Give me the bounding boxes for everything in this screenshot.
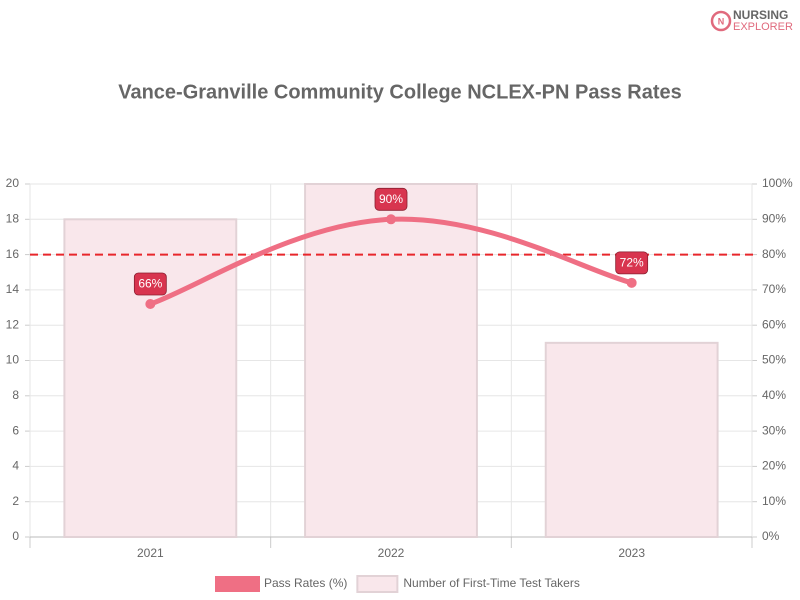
line-point bbox=[145, 299, 156, 310]
y2-tick-label: 100% bbox=[762, 176, 793, 190]
y-tick-label: 20 bbox=[6, 176, 20, 190]
x-tick-label: 2022 bbox=[378, 546, 405, 560]
value-label: 66% bbox=[138, 277, 162, 291]
x-tick-label: 2021 bbox=[137, 546, 164, 560]
y-tick-label: 18 bbox=[6, 211, 20, 225]
logo-text: EXPLORER bbox=[733, 21, 793, 33]
legend-label: Number of First-Time Test Takers bbox=[403, 576, 579, 590]
y2-tick-label: 30% bbox=[762, 423, 786, 437]
y2-tick-label: 40% bbox=[762, 388, 786, 402]
logo-icon bbox=[710, 10, 732, 32]
y-tick-label: 2 bbox=[12, 494, 19, 508]
y2-tick-label: 0% bbox=[762, 529, 780, 543]
y-tick-label: 4 bbox=[12, 459, 19, 473]
y-tick-label: 14 bbox=[6, 282, 20, 296]
y-tick-label: 0 bbox=[12, 529, 19, 543]
y-tick-label: 10 bbox=[6, 353, 20, 367]
logo-icon-letter: N bbox=[718, 16, 725, 26]
line-point bbox=[626, 277, 637, 288]
y2-tick-label: 90% bbox=[762, 211, 786, 225]
bar bbox=[544, 341, 719, 538]
x-tick-label: 2023 bbox=[618, 546, 645, 560]
y-tick-label: 6 bbox=[12, 423, 19, 437]
legend-item: Number of First-Time Test Takers bbox=[356, 575, 580, 593]
bar bbox=[63, 218, 238, 539]
value-label-box bbox=[133, 272, 167, 296]
legend-swatch bbox=[215, 576, 260, 592]
chart-title: Vance-Granville Community College NCLEX-… bbox=[118, 81, 682, 103]
y-tick-label: 12 bbox=[6, 317, 20, 331]
y-tick-label: 8 bbox=[12, 388, 19, 402]
y2-tick-label: 50% bbox=[762, 353, 786, 367]
y2-tick-label: 80% bbox=[762, 247, 786, 261]
y-tick-label: 16 bbox=[6, 247, 20, 261]
logo: N NURSING EXPLORER bbox=[710, 8, 793, 33]
bar bbox=[304, 183, 478, 538]
legend-swatch bbox=[356, 575, 399, 593]
value-label: 90% bbox=[379, 192, 403, 206]
y2-tick-label: 60% bbox=[762, 317, 786, 331]
value-label-box bbox=[615, 251, 649, 275]
value-label-box bbox=[374, 187, 408, 211]
y2-tick-label: 10% bbox=[762, 494, 786, 508]
value-label: 72% bbox=[620, 256, 644, 270]
y2-tick-label: 70% bbox=[762, 282, 786, 296]
line-point bbox=[386, 214, 396, 225]
y2-tick-label: 20% bbox=[762, 459, 786, 473]
legend-label: Pass Rates (%) bbox=[264, 576, 347, 590]
legend-item: Pass Rates (%) bbox=[215, 576, 347, 592]
logo-text: NURSING bbox=[733, 8, 788, 22]
